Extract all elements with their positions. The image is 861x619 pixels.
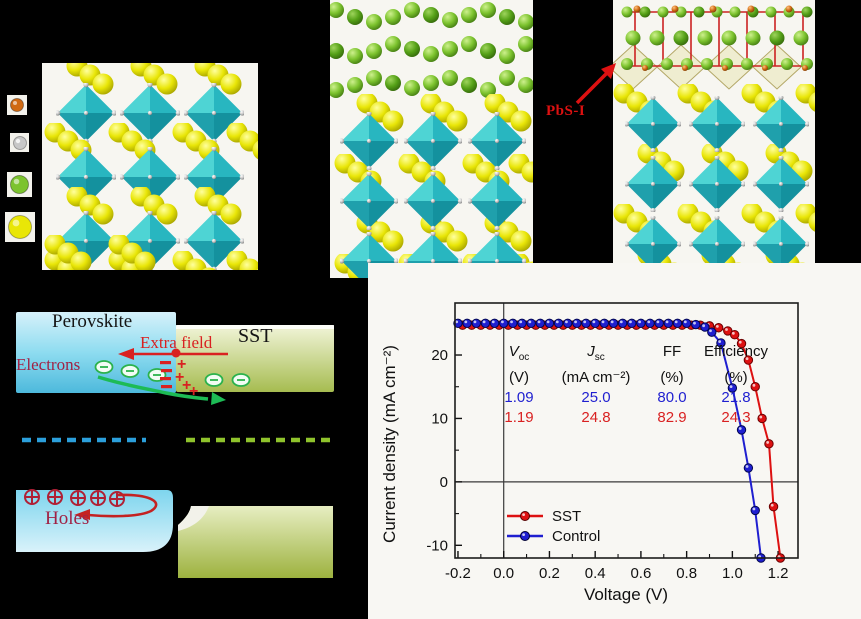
sst-label: SST	[238, 325, 273, 347]
extra-field-label: Extra field	[140, 333, 213, 352]
svg-text:1.0: 1.0	[722, 565, 743, 582]
svg-text:0.6: 0.6	[630, 565, 651, 582]
svg-text:0.4: 0.4	[585, 565, 606, 582]
legend-label-sst: SST	[552, 507, 582, 525]
svg-text:10: 10	[431, 410, 448, 427]
legend-yellow-atom	[5, 212, 35, 242]
svg-text:20: 20	[431, 347, 448, 364]
svg-text:0.2: 0.2	[539, 565, 560, 582]
panel-perovskite-structure	[42, 63, 258, 270]
table-row-sst: 1.19 24.8 82.9 24.3	[504, 409, 751, 426]
interface-plus-charges: ++ ++	[175, 356, 198, 400]
x-axis-label: Voltage (V)	[583, 585, 669, 604]
table-row-control: 1.09 25.0 80.0 21.8	[504, 389, 751, 406]
svg-text:0: 0	[440, 474, 448, 491]
legend-green-atom	[7, 172, 32, 197]
sst-vb-notch	[178, 506, 209, 531]
svg-text:+: +	[189, 383, 198, 400]
perovskite-vb-block	[16, 490, 173, 552]
legend-label-control: Control	[552, 527, 601, 545]
gray-atom-icon	[12, 135, 27, 150]
band-diagram: + + + +	[0, 285, 368, 619]
svg-text:+: +	[182, 377, 191, 394]
legend-item-control: Control	[506, 526, 600, 546]
legend-item-sst: SST	[506, 506, 600, 526]
green-atom-icon	[10, 175, 29, 194]
svg-text:+: +	[177, 356, 186, 373]
svg-text:1.2: 1.2	[768, 565, 789, 582]
interface-minus-charges	[160, 361, 172, 389]
legend-gray-atom	[10, 133, 29, 152]
band-diagram-art: ++ ++	[16, 312, 334, 578]
svg-text:0.0: 0.0	[493, 565, 514, 582]
pbs-arrow	[575, 63, 616, 105]
electrons-label: Electrons	[16, 355, 81, 374]
chart-legend: SST Control	[506, 506, 600, 546]
control-marker-icon	[507, 531, 543, 541]
table-header-symbols: Voc Jsc FF Efficiency	[508, 343, 768, 363]
svg-text:-0.2: -0.2	[445, 565, 471, 582]
holes-label: Holes	[45, 508, 90, 529]
yellow-atom-icon	[8, 215, 32, 239]
extra-field-arrow	[118, 348, 228, 360]
jv-plot: -0.2 0.0 0.2 0.4 0.6 0.8 1.0 1.2 -10 0 10 20	[426, 302, 799, 582]
perovskite-label: Perovskite	[52, 311, 133, 332]
svg-text:+: +	[175, 369, 184, 386]
svg-text:0.8: 0.8	[676, 565, 697, 582]
pbs-layer-label: PbS-I	[546, 103, 586, 119]
svg-text:-10: -10	[426, 537, 448, 554]
panel-perovskite-pbs-lattice	[613, 0, 815, 263]
legend-orange-atom	[7, 95, 27, 115]
hole-symbols	[24, 489, 125, 507]
jv-chart-panel: -0.2 0.0 0.2 0.4 0.6 0.8 1.0 1.2 -10 0 10 20 Curren…	[368, 263, 861, 619]
sst-vb-block	[178, 506, 333, 578]
electron-transfer-arrow	[97, 375, 226, 405]
panel-perovskite-with-pbs-layers	[330, 0, 533, 278]
pv-parameters-table: Voc Jsc FF Efficiency (V) (mA cm⁻²) (%) …	[494, 342, 776, 428]
orange-atom-icon	[10, 98, 24, 112]
sst-marker-icon	[507, 511, 543, 521]
y-axis-label: Current density (mA cm⁻²)	[380, 345, 399, 543]
table-header-units: (V) (mA cm⁻²) (%) (%)	[509, 369, 748, 386]
hole-return-arrow	[74, 493, 158, 520]
